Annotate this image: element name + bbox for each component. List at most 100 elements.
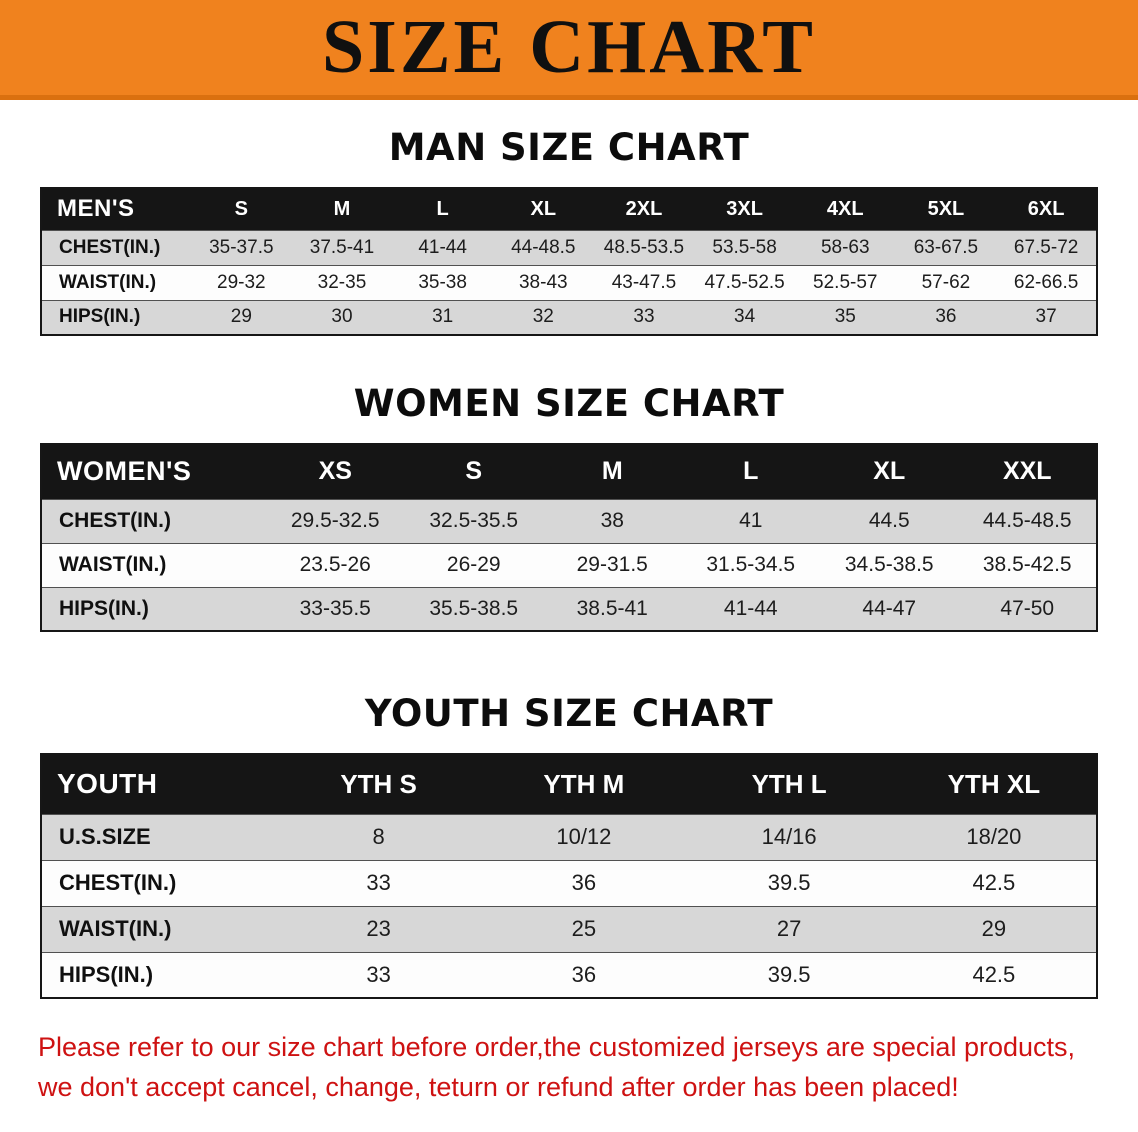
- youth-size-header-cell: YTH L: [686, 754, 892, 814]
- men-table-row: CHEST(IN.) 35-37.5 37.5-41 41-44 44-48.5 48.5…: [41, 229, 1097, 265]
- youth-size-header-cell: YTH M: [481, 754, 687, 814]
- value-cell: 48.5-53.5: [593, 229, 695, 265]
- value-cell: 29: [191, 299, 292, 335]
- value-cell: 41-44: [392, 229, 493, 265]
- women-table-row: WAIST(IN.) 23.5-26 26-29 29-31.5 31.5-34.5 34…: [41, 542, 1097, 587]
- men-size-header-cell: L: [392, 188, 493, 230]
- value-cell: 29.5-32.5: [266, 498, 405, 543]
- row-label: CHEST(IN.): [41, 229, 191, 265]
- youth-size-header-cell: YTH S: [276, 754, 482, 814]
- value-cell: 29-31.5: [543, 542, 682, 587]
- youth-table-row: HIPS(IN.) 33 36 39.5 42.5: [41, 951, 1097, 998]
- value-cell: 57-62: [895, 264, 997, 300]
- value-cell: 53.5-58: [694, 229, 795, 265]
- value-cell: 47.5-52.5: [694, 264, 795, 300]
- value-cell: 38-43: [492, 264, 594, 300]
- women-header-row: WOMEN'S XS S M L XL XXL: [41, 444, 1097, 499]
- youth-size-chart-section: YOUTH SIZE CHART YOUTH YTH S YTH M YTH L YTH …: [0, 692, 1138, 999]
- row-label: HIPS(IN.): [41, 299, 191, 335]
- value-cell: 36: [481, 859, 687, 906]
- value-cell: 58-63: [794, 229, 896, 265]
- value-cell: 63-67.5: [895, 229, 997, 265]
- youth-header-row: YOUTH YTH S YTH M YTH L YTH XL: [41, 754, 1097, 814]
- men-size-header-cell: 6XL: [996, 188, 1097, 230]
- value-cell: 36: [481, 951, 687, 998]
- value-cell: 35-38: [392, 264, 493, 300]
- value-cell: 34: [694, 299, 795, 335]
- women-section-heading: WOMEN SIZE CHART: [353, 382, 785, 425]
- youth-table-row: U.S.SIZE 8 10/12 14/16 18/20: [41, 813, 1097, 860]
- notice-line-2: we don't accept cancel, change, teturn o…: [38, 1072, 959, 1102]
- value-cell: 32.5-35.5: [404, 498, 543, 543]
- men-size-header-cell: 3XL: [694, 188, 795, 230]
- value-cell: 37: [996, 299, 1097, 335]
- value-cell: 33: [593, 299, 695, 335]
- men-size-table: MEN'S S M L XL 2XL 3XL 4XL 5XL 6XL CHEST(IN.) 35-37…: [40, 187, 1098, 336]
- value-cell: 44.5: [820, 498, 959, 543]
- value-cell: 33-35.5: [266, 586, 405, 631]
- value-cell: 44.5-48.5: [958, 498, 1097, 543]
- value-cell: 25: [481, 905, 687, 952]
- men-header-row: MEN'S S M L XL 2XL 3XL 4XL 5XL 6XL: [41, 188, 1097, 230]
- value-cell: 30: [291, 299, 393, 335]
- banner: SIZE CHART: [0, 0, 1138, 100]
- value-cell: 26-29: [404, 542, 543, 587]
- youth-table-title-cell: YOUTH: [41, 754, 276, 814]
- youth-section-heading: YOUTH SIZE CHART: [364, 692, 774, 735]
- men-size-header-cell: 5XL: [895, 188, 997, 230]
- value-cell: 31.5-34.5: [681, 542, 820, 587]
- value-cell: 36: [895, 299, 997, 335]
- notice-line-1: Please refer to our size chart before or…: [38, 1032, 1076, 1062]
- men-size-header-cell: 4XL: [794, 188, 896, 230]
- value-cell: 42.5: [891, 951, 1097, 998]
- row-label: WAIST(IN.): [41, 264, 191, 300]
- value-cell: 34.5-38.5: [820, 542, 959, 587]
- value-cell: 38.5-42.5: [958, 542, 1097, 587]
- value-cell: 43-47.5: [593, 264, 695, 300]
- size-chart-sections: MAN SIZE CHART MEN'S S M L XL 2XL 3XL 4XL 5XL 6XL C…: [0, 126, 1138, 999]
- page-title: SIZE CHART: [321, 5, 816, 89]
- value-cell: 18/20: [891, 813, 1097, 860]
- men-size-header-cell: S: [191, 188, 292, 230]
- value-cell: 39.5: [686, 859, 892, 906]
- women-size-table: WOMEN'S XS S M L XL XXL CHEST(IN.) 29.5-32.5 32.5…: [40, 443, 1098, 632]
- value-cell: 44-47: [820, 586, 959, 631]
- value-cell: 33: [276, 951, 482, 998]
- value-cell: 37.5-41: [291, 229, 393, 265]
- value-cell: 35-37.5: [191, 229, 292, 265]
- row-label: WAIST(IN.): [41, 905, 276, 952]
- row-label: CHEST(IN.): [41, 498, 266, 543]
- value-cell: 32: [492, 299, 594, 335]
- men-size-header-cell: M: [291, 188, 393, 230]
- women-size-header-cell: XS: [266, 444, 405, 499]
- men-size-chart-section: MAN SIZE CHART MEN'S S M L XL 2XL 3XL 4XL 5XL 6XL C…: [0, 126, 1138, 336]
- value-cell: 41: [681, 498, 820, 543]
- value-cell: 31: [392, 299, 493, 335]
- value-cell: 32-35: [291, 264, 393, 300]
- value-cell: 52.5-57: [794, 264, 896, 300]
- value-cell: 29-32: [191, 264, 292, 300]
- women-size-chart-section: WOMEN SIZE CHART WOMEN'S XS S M L XL XXL CHEST(I…: [0, 382, 1138, 632]
- youth-size-header-cell: YTH XL: [891, 754, 1097, 814]
- value-cell: 14/16: [686, 813, 892, 860]
- youth-table-row: WAIST(IN.) 23 25 27 29: [41, 905, 1097, 952]
- value-cell: 41-44: [681, 586, 820, 631]
- value-cell: 29: [891, 905, 1097, 952]
- women-size-header-cell: M: [543, 444, 682, 499]
- value-cell: 10/12: [481, 813, 687, 860]
- women-size-header-cell: L: [681, 444, 820, 499]
- value-cell: 42.5: [891, 859, 1097, 906]
- value-cell: 38: [543, 498, 682, 543]
- value-cell: 35: [794, 299, 896, 335]
- value-cell: 23: [276, 905, 482, 952]
- value-cell: 33: [276, 859, 482, 906]
- men-size-header-cell: 2XL: [593, 188, 695, 230]
- men-size-header-cell: XL: [492, 188, 594, 230]
- women-size-header-cell: XXL: [958, 444, 1097, 499]
- women-table-row: CHEST(IN.) 29.5-32.5 32.5-35.5 38 41 44.5 44.5…: [41, 498, 1097, 543]
- value-cell: 35.5-38.5: [404, 586, 543, 631]
- men-table-row: WAIST(IN.) 29-32 32-35 35-38 38-43 43-47.5 47.…: [41, 264, 1097, 300]
- women-table-title-cell: WOMEN'S: [41, 444, 266, 499]
- row-label: U.S.SIZE: [41, 813, 276, 860]
